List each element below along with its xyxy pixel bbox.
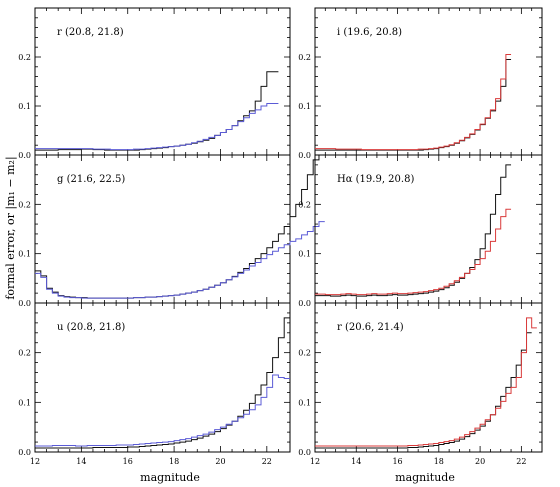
series-black [315,164,512,297]
series-red [315,54,512,151]
x-tick-label: 22 [262,457,272,466]
y-tick-label: 0.1 [298,102,311,111]
series-red [315,317,537,447]
x-tick-label: 18 [434,457,444,466]
y-tick-label: 0.0 [18,448,31,457]
y-tick-label: 0.0 [18,299,31,308]
x-tick-label: 22 [516,457,526,466]
y-tick-label: 0.0 [298,448,311,457]
panel-6: 0.0 0.1 0.2 12 14 16 18 20 22 r (20.6, 21.4) [298,302,543,466]
y-tick-label: 0.2 [18,53,31,62]
y-tick-label: 0.2 [18,349,31,358]
x-tick-label: 16 [392,457,402,466]
x-tick-label: 18 [169,457,179,466]
y-axis-label: formal error, or |m₁ − m₂| [4,156,18,299]
panel-label: Hα (19.9, 20.8) [337,174,414,185]
y-tick-label: 0.0 [298,299,311,308]
series-blue [35,221,325,299]
y-tick-label: 0.2 [298,200,311,209]
x-tick-label: 12 [310,457,320,466]
y-tick-label: 0.1 [18,398,31,407]
panel-2: 0.0 0.1 0.2 i (19.6, 20.8) [298,7,543,160]
panel-label: r (20.8, 21.8) [57,27,124,38]
panel-5: 0.0 0.1 0.2 12 14 16 18 20 22 u (20.8, 21.8) [18,302,291,466]
x-tick-label: 20 [475,457,485,466]
x-tick-label: 16 [123,457,133,466]
x-tick-label: 14 [351,457,361,466]
series-black [35,317,290,449]
y-tick-label: 0.1 [18,250,31,259]
y-tick-label: 0.2 [18,200,31,209]
y-tick-label: 0.1 [18,102,31,111]
x-axis-label-left: magnitude [140,471,200,484]
panel-label: g (21.6, 22.5) [57,174,125,185]
series-black [315,58,512,151]
panel-label: u (20.8, 21.8) [57,322,125,333]
series-black [315,332,532,449]
y-tick-label: 0.2 [298,349,311,358]
panel-label: r (20.6, 21.4) [337,322,404,333]
y-tick-label: 0.2 [298,53,311,62]
x-tick-label: 20 [215,457,225,466]
y-tick-label: 0.0 [18,151,31,160]
series-blue [35,103,279,151]
panel-1: 0.0 0.1 0.2 r (20.8, 21.8) [18,7,291,160]
panel-label: i (19.6, 20.8) [337,27,402,38]
x-tick-label: 14 [76,457,86,466]
panels: 0.0 0.1 0.2 r (20.8, 21.8) 0.0 0.1 0.2 i (19.6,… [18,7,543,466]
series-blue [35,374,290,447]
y-tick-label: 0.1 [298,250,311,259]
x-axis-label-right: magnitude [395,471,455,484]
x-tick-label: 12 [30,457,40,466]
panel-3: 0.0 0.1 0.2 g (21.6, 22.5) [18,154,325,308]
series-red [315,208,512,296]
series-black [35,71,279,151]
panel-4: 0.0 0.1 0.2 Hα (19.9, 20.8) [298,154,543,308]
y-tick-label: 0.0 [298,151,311,160]
y-tick-label: 0.1 [298,398,311,407]
